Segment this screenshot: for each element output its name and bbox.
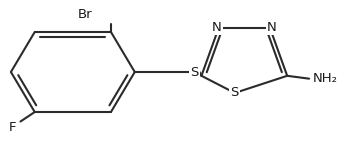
Text: S: S xyxy=(191,66,199,78)
Text: N: N xyxy=(267,21,277,34)
Text: F: F xyxy=(9,121,16,134)
Text: Br: Br xyxy=(78,8,92,21)
Text: NH₂: NH₂ xyxy=(313,72,338,85)
Text: N: N xyxy=(212,21,222,34)
Text: S: S xyxy=(231,86,239,100)
